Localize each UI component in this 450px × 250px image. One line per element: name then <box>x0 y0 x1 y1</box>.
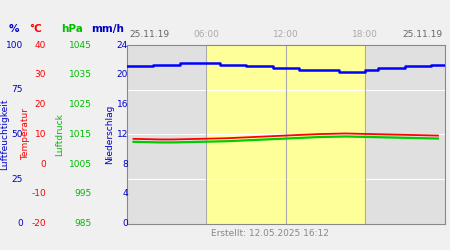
Text: 75: 75 <box>12 85 23 94</box>
Text: 1045: 1045 <box>69 40 92 50</box>
Text: Niederschlag: Niederschlag <box>105 105 114 164</box>
Text: °C: °C <box>30 24 42 34</box>
Text: 8: 8 <box>122 160 128 169</box>
Text: 1015: 1015 <box>69 130 92 139</box>
Text: 4: 4 <box>122 190 128 198</box>
Text: 1025: 1025 <box>69 100 92 109</box>
Text: -20: -20 <box>32 219 46 228</box>
Text: 50: 50 <box>12 130 23 139</box>
Text: 25: 25 <box>12 174 23 184</box>
Text: Temperatur: Temperatur <box>22 108 31 160</box>
Text: 12: 12 <box>117 130 128 139</box>
Text: -10: -10 <box>31 190 46 198</box>
Text: 18:00: 18:00 <box>352 30 378 39</box>
Bar <box>206 45 365 224</box>
Text: 24: 24 <box>117 40 128 50</box>
Text: 06:00: 06:00 <box>194 30 219 39</box>
Text: 0: 0 <box>122 219 128 228</box>
Text: 0: 0 <box>40 160 46 169</box>
Text: 10: 10 <box>35 130 46 139</box>
Text: 0: 0 <box>17 219 23 228</box>
Text: 985: 985 <box>75 219 92 228</box>
Text: 20: 20 <box>117 70 128 79</box>
Text: Erstellt: 12.05.2025 16:12: Erstellt: 12.05.2025 16:12 <box>211 229 329 238</box>
Text: Luftfeuchtigkeit: Luftfeuchtigkeit <box>0 98 9 170</box>
Text: Luftdruck: Luftdruck <box>55 113 64 156</box>
Text: 1005: 1005 <box>69 160 92 169</box>
Text: 12:00: 12:00 <box>273 30 299 39</box>
Text: 30: 30 <box>35 70 46 79</box>
Text: 40: 40 <box>35 40 46 50</box>
Text: 25.11.19: 25.11.19 <box>129 30 169 39</box>
Text: 1035: 1035 <box>69 70 92 79</box>
Text: hPa: hPa <box>61 24 83 34</box>
Text: 20: 20 <box>35 100 46 109</box>
Text: 25.11.19: 25.11.19 <box>402 30 443 39</box>
Text: %: % <box>9 24 19 34</box>
Text: 100: 100 <box>6 40 23 50</box>
Text: mm/h: mm/h <box>91 24 125 34</box>
Text: 16: 16 <box>117 100 128 109</box>
Text: 995: 995 <box>75 190 92 198</box>
